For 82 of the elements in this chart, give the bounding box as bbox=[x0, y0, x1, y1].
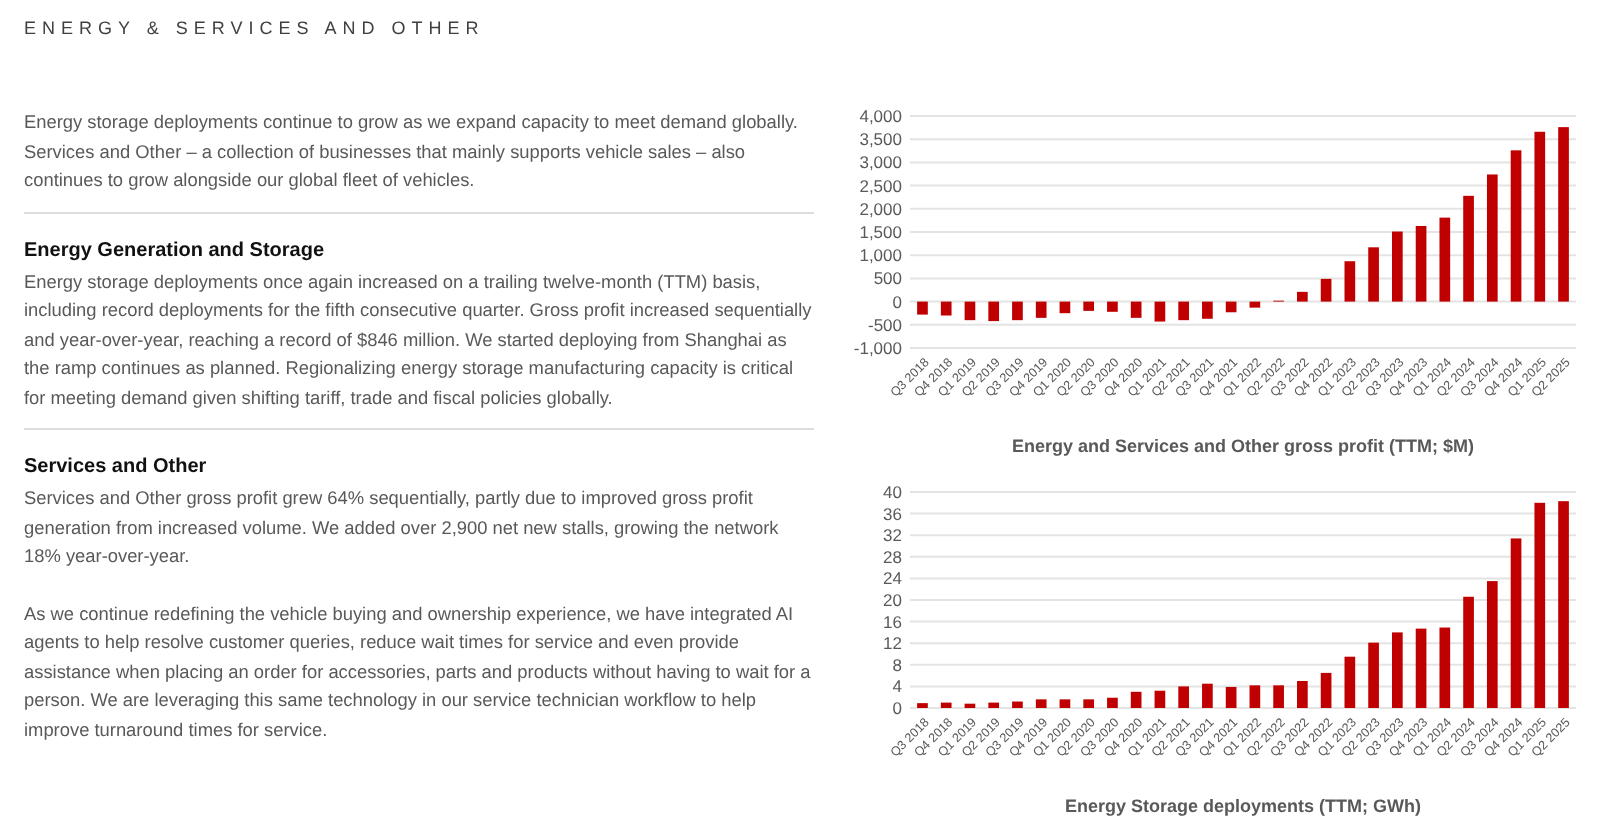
y-tick-label: 1,500 bbox=[859, 221, 903, 242]
text: Services and Other gross profit grew 64% sequentially, partly due to improved gross profit generation from increased volume. We added over 2,900 net new stalls, growing the network 18% year-over-year. bbox=[24, 486, 781, 570]
bar bbox=[988, 702, 1000, 708]
bar bbox=[940, 301, 952, 316]
text: Energy Storage deployments (TTM; GWh) bbox=[1064, 796, 1422, 816]
bar bbox=[1558, 127, 1569, 302]
text: Energy storage deployments once again increased on a trailing twelve-month (TTM) basis, including record deployments for the fifth consecutive quarter. Gross profit increased sequentially and year-over-year, reaching a record of $846 million. We started deploying from Shanghai as the ramp continues as planned. Regionalizing energy storage manufacturing capacity is critical for meeting demand given shifting tariff, trade and fiscal policies globally. bbox=[24, 269, 814, 412]
bar bbox=[1059, 699, 1071, 708]
y-tick-label: 3,500 bbox=[859, 129, 903, 150]
bar bbox=[1107, 301, 1118, 312]
bar bbox=[1415, 225, 1427, 302]
bar bbox=[1344, 261, 1356, 302]
bar bbox=[1463, 195, 1474, 302]
bar bbox=[1510, 150, 1522, 302]
y-tick-label: 32 bbox=[883, 525, 903, 546]
y-tick-label: 0 bbox=[892, 291, 903, 312]
bar bbox=[1130, 691, 1142, 708]
bar bbox=[1249, 301, 1261, 308]
bar bbox=[1154, 690, 1166, 708]
bar bbox=[1320, 278, 1332, 302]
bar bbox=[1225, 686, 1237, 708]
bar bbox=[1534, 502, 1546, 708]
y-tick-label: 2,500 bbox=[859, 175, 903, 196]
bar bbox=[1297, 681, 1308, 708]
y-tick-label: 4 bbox=[892, 676, 903, 697]
bar bbox=[1368, 247, 1379, 302]
bar bbox=[1320, 672, 1332, 708]
y-tick-label: 20 bbox=[883, 589, 903, 610]
bar bbox=[1083, 699, 1095, 708]
bar bbox=[1486, 174, 1498, 302]
y-tick-label: 12 bbox=[883, 633, 903, 654]
bar bbox=[1486, 581, 1498, 708]
y-tick-label: 16 bbox=[883, 611, 903, 632]
bar bbox=[1249, 685, 1261, 708]
y-tick-label: 28 bbox=[883, 546, 903, 567]
bar bbox=[1439, 217, 1451, 302]
bar bbox=[917, 301, 928, 315]
bar bbox=[964, 301, 976, 321]
y-tick-label: 40 bbox=[883, 481, 903, 502]
bar bbox=[1035, 699, 1047, 708]
bar bbox=[1273, 685, 1284, 708]
bar bbox=[1107, 697, 1118, 708]
text: Energy and Services and Other gross profit (TTM; $M) bbox=[1011, 436, 1475, 456]
bar bbox=[1154, 301, 1166, 322]
bar bbox=[1391, 231, 1403, 302]
bar bbox=[1202, 683, 1213, 708]
bar bbox=[940, 702, 952, 708]
y-tick-label: 4,000 bbox=[859, 105, 903, 126]
text: ENERGY & SERVICES AND OTHER bbox=[24, 18, 487, 38]
bar bbox=[1202, 301, 1213, 319]
bar bbox=[1178, 301, 1189, 321]
y-tick-label: 3,000 bbox=[859, 152, 903, 173]
y-tick-label: 500 bbox=[873, 268, 903, 289]
bar bbox=[1012, 301, 1023, 321]
bar bbox=[1439, 627, 1451, 708]
bar bbox=[1415, 628, 1427, 708]
bar bbox=[1035, 301, 1047, 318]
bar bbox=[1558, 501, 1569, 708]
y-tick-label: 0 bbox=[892, 697, 903, 718]
y-tick-label: 24 bbox=[883, 568, 903, 589]
bar bbox=[1368, 642, 1379, 708]
y-tick-label: -1,000 bbox=[853, 337, 903, 358]
y-tick-label: 36 bbox=[883, 503, 903, 524]
bar bbox=[1391, 632, 1403, 708]
y-tick-label: 2,000 bbox=[859, 198, 903, 219]
bar bbox=[1130, 301, 1142, 318]
bar bbox=[1534, 131, 1546, 302]
text: Energy Generation and Storage bbox=[24, 237, 327, 265]
bar bbox=[1012, 701, 1023, 708]
bar bbox=[1178, 686, 1189, 708]
y-tick-label: -500 bbox=[867, 314, 903, 335]
text: Services and Other bbox=[24, 454, 209, 482]
text: Energy storage deployments continue to grow as we expand capacity to meet demand globally. Services and Other – a collection of businesses that mainly supports vehicle sales – also continues to grow alongside our global fleet of vehicles. bbox=[24, 110, 800, 194]
bar bbox=[1344, 656, 1356, 708]
bar bbox=[988, 301, 1000, 322]
y-tick-label: 1,000 bbox=[859, 245, 903, 266]
text: As we continue redefining the vehicle buying and ownership experience, we have integrated AI agents to help resolve customer queries, reduce wait times for service and even provide assistance when placing an order for accessories, parts and products without having to wait for a person. We are leveraging this same technology in our service technician workflow to help improve turnaround times for service. bbox=[24, 601, 813, 744]
bar bbox=[1297, 291, 1308, 302]
bar bbox=[1463, 596, 1474, 708]
bar bbox=[1510, 538, 1522, 708]
bar bbox=[1083, 301, 1095, 311]
y-tick-label: 8 bbox=[892, 654, 903, 675]
